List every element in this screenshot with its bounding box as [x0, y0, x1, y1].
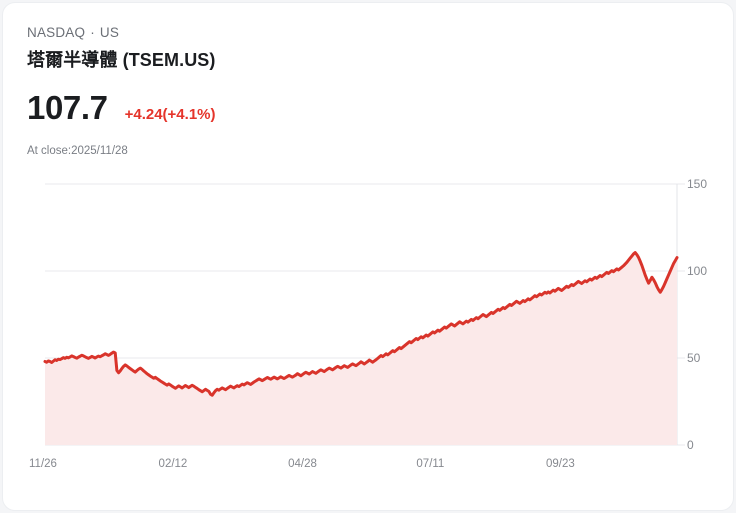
price-area-fill	[45, 252, 677, 445]
price-value: 107.7	[27, 89, 108, 126]
price-change: +4.24(+4.1%)	[124, 106, 216, 123]
y-axis-tick-label: 50	[687, 351, 701, 365]
price-chart-svg	[43, 183, 685, 446]
page-title: 塔爾半導體 (TSEM.US)	[27, 50, 216, 70]
y-axis-tick-label: 150	[687, 177, 708, 191]
x-axis-tick-label: 09/23	[545, 458, 575, 470]
price-line	[43, 251, 679, 397]
region-label: US	[99, 25, 120, 40]
exchange-region-row: NASDAQ · US	[27, 25, 216, 41]
x-axis-tick-label: 04/28	[288, 458, 317, 470]
market-status: At close:2025/11/28	[27, 145, 128, 157]
quote-header: NASDAQ · US 塔爾半導體 (TSEM.US)	[27, 25, 216, 72]
price-chart[interactable]: 0 50 100 150 11/26 02/12 04/28 07/11 09/23	[3, 165, 733, 485]
separator-dot: ·	[90, 25, 95, 40]
y-axis-tick-label: 0	[687, 438, 694, 452]
x-axis-tick-label: 11/26	[29, 458, 57, 470]
exchange-name: NASDAQ	[27, 25, 86, 40]
y-axis-tick-label: 100	[687, 264, 708, 278]
x-axis-tick-label: 02/12	[158, 458, 188, 470]
x-axis-tick-label: 07/11	[416, 458, 445, 470]
price-row: 107.7 +4.24(+4.1%)	[27, 89, 216, 127]
